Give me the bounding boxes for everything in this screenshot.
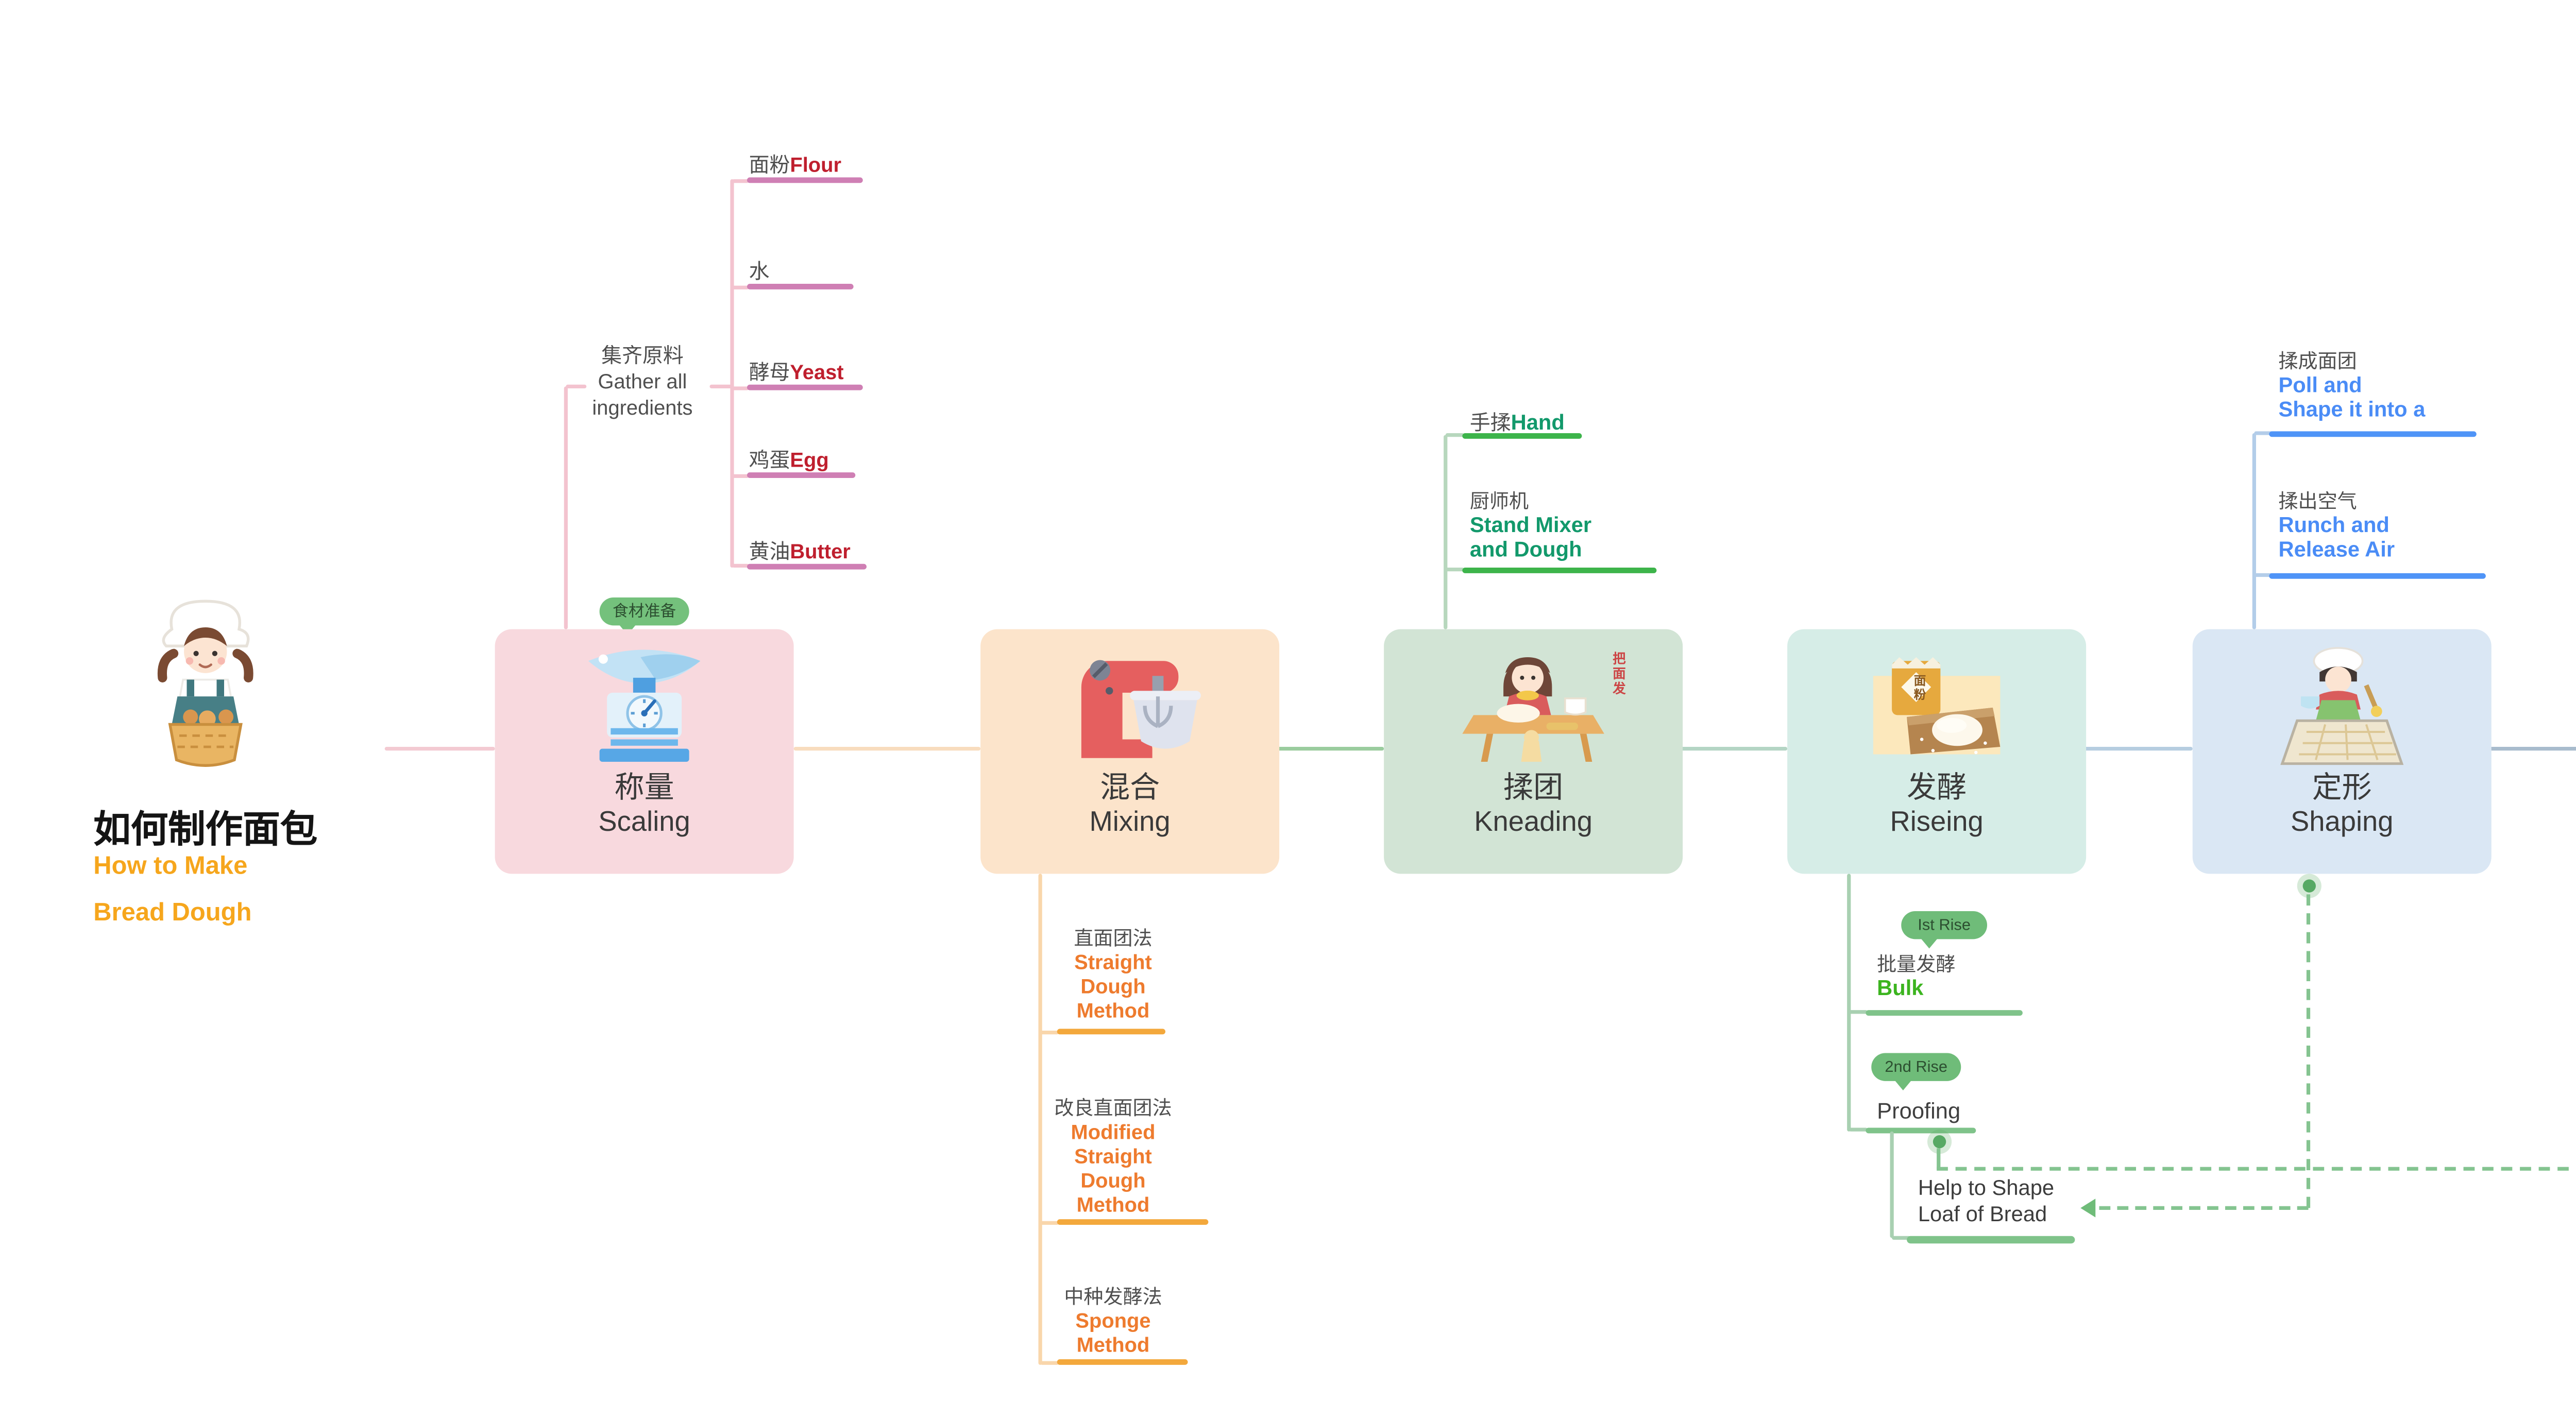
- node-hand-knead[interactable]: 手揉Hand: [1469, 413, 1565, 435]
- mix-elbow-1: [1040, 1031, 1059, 1035]
- stage-label-en: Shaping: [2290, 807, 2394, 839]
- stage-label-en: Riseing: [1890, 807, 1984, 839]
- stage-card-scaling[interactable]: 称量 Scaling: [495, 629, 794, 874]
- spine-kneading-riseing: [1679, 747, 1788, 751]
- root-subtitle-line1: How to Make: [93, 851, 248, 880]
- stage-card-kneading[interactable]: 把面发 揉团 Kneading: [1384, 629, 1683, 874]
- ing-elbow-4: [732, 474, 749, 478]
- link-shaping-down: [2306, 894, 2311, 1208]
- node-butter[interactable]: 黄油Butter: [749, 541, 851, 564]
- stand-mixer-icon: [980, 646, 1279, 775]
- node-water[interactable]: 水: [749, 261, 770, 284]
- kneading-branch-line: [1444, 435, 1448, 629]
- stage-card-riseing[interactable]: 面粉 发酵 Riseing: [1787, 629, 2087, 874]
- badge-prep[interactable]: 食材准备: [599, 597, 689, 626]
- mix-elbow-3: [1040, 1361, 1059, 1365]
- node-flour[interactable]: 面粉Flour: [749, 155, 842, 178]
- shape-elbow-2: [2254, 573, 2273, 577]
- butter-underline: [747, 563, 867, 570]
- stage-label-en: Scaling: [598, 807, 690, 839]
- flour-underline: [747, 177, 863, 183]
- ingredients-bracket: [730, 179, 734, 568]
- help-branch-line: [1890, 1131, 1894, 1238]
- ing-elbow-1: [732, 179, 749, 183]
- straight-dough-underline: [1057, 1029, 1165, 1035]
- rise-elbow-2: [1849, 1127, 1868, 1132]
- stage-label-en: Kneading: [1474, 807, 1593, 839]
- stage-label-zh: 混合: [1100, 773, 1160, 805]
- node-runch-release[interactable]: 揉出空气 Runch and Release Air: [2278, 491, 2395, 562]
- shaping-branch-line: [2252, 433, 2256, 629]
- egg-underline: [747, 472, 856, 478]
- badge-first-rise[interactable]: Ist Rise: [1901, 911, 1987, 939]
- node-proofing[interactable]: Proofing: [1877, 1098, 1961, 1124]
- knead-elbow-2: [1445, 568, 1464, 572]
- knead-elbow-1: [1445, 433, 1464, 437]
- modified-straight-underline: [1057, 1219, 1209, 1225]
- stage-label-zh: 发酵: [1907, 773, 1967, 805]
- spine-root-scaling: [384, 747, 495, 751]
- link-proofing-down: [1937, 1148, 1941, 1169]
- stage-label-zh: 称量: [614, 773, 674, 805]
- stage-card-mixing[interactable]: 混合 Mixing: [980, 629, 1280, 874]
- proofing-underline: [1866, 1127, 1976, 1134]
- water-underline: [747, 284, 854, 289]
- badge-first-rise-pointer: [1920, 937, 1939, 949]
- node-yeast[interactable]: 酵母Yeast: [749, 362, 844, 385]
- node-sponge-method[interactable]: 中种发酵法 Sponge Method: [1064, 1286, 1162, 1358]
- node-poll-and-shape[interactable]: 揉成面团 Poll and Shape it into a: [2278, 351, 2426, 422]
- mixing-branch-line: [1038, 874, 1042, 1365]
- bulk-underline: [1866, 1010, 2023, 1016]
- link-shaping-help-h: [2099, 1206, 2309, 1210]
- node-help-to-shape[interactable]: Help to Shape Loaf of Bread: [1918, 1178, 2055, 1226]
- mix-elbow-2: [1040, 1221, 1059, 1225]
- shaping-chef-icon: [2193, 646, 2492, 778]
- ingredients-branch-line: [564, 386, 568, 629]
- rise-elbow-1: [1849, 1010, 1868, 1014]
- badge-second-rise-pointer: [1893, 1079, 1912, 1090]
- ingredients-elbow: [566, 384, 587, 388]
- ing-elbow-3: [732, 386, 749, 390]
- sponge-method-underline: [1057, 1359, 1188, 1365]
- root-title[interactable]: 如何制作面包: [93, 810, 318, 851]
- root-subtitle-line2: Bread Dough: [93, 898, 252, 926]
- rising-dough-icon: [1787, 646, 2086, 775]
- arrowhead-into-help: [2080, 1199, 2096, 1218]
- spine-riseing-shaping: [2080, 747, 2193, 751]
- node-modified-straight[interactable]: 改良直面团法 Modified Straight Dough Method: [1054, 1098, 1172, 1218]
- kneading-caption: 把面发: [1612, 652, 1625, 697]
- spine-shaping-baking: [2487, 747, 2576, 751]
- spine-scaling-mixing: [793, 747, 981, 751]
- flour-bag-label: 面粉: [1910, 674, 1924, 702]
- spine-mixing-kneading: [1277, 747, 1384, 751]
- scale-icon: [495, 646, 794, 775]
- hand-underline: [1462, 433, 1582, 439]
- baker-girl-illustration: [142, 594, 269, 777]
- ing-elbow-2: [732, 285, 749, 289]
- node-bulk[interactable]: 批量发酵 Bulk: [1877, 954, 1956, 1001]
- stage-card-shaping[interactable]: 定形 Shaping: [2192, 629, 2492, 874]
- rising-branch-line: [1847, 874, 1851, 1132]
- runch-release-underline: [2269, 573, 2486, 579]
- link-proofing-baking-h: [1937, 1167, 2576, 1171]
- node-straight-dough[interactable]: 直面团法 Straight Dough Method: [1074, 928, 1153, 1023]
- badge-second-rise[interactable]: 2nd Rise: [1871, 1053, 1961, 1081]
- help-underline: [1907, 1236, 2075, 1243]
- gather-to-bracket: [709, 384, 732, 388]
- stand-mixer-underline: [1462, 568, 1657, 573]
- yeast-underline: [747, 384, 863, 390]
- node-stand-mixer-knead[interactable]: 厨师机 Stand Mixer and Dough: [1469, 491, 1592, 562]
- node-egg[interactable]: 鸡蛋Egg: [749, 450, 829, 473]
- help-elbow: [1892, 1236, 1911, 1240]
- stage-label-en: Mixing: [1089, 807, 1171, 839]
- kneading-scene-icon: [1384, 646, 1683, 775]
- ing-elbow-5: [732, 563, 749, 568]
- shape-elbow-1: [2254, 431, 2273, 435]
- node-gather-ingredients[interactable]: 集齐原料 Gather all ingredients: [592, 345, 693, 420]
- stage-label-zh: 揉团: [1503, 773, 1564, 805]
- stage-label-zh: 定形: [2312, 773, 2372, 805]
- poll-shape-underline: [2269, 431, 2477, 437]
